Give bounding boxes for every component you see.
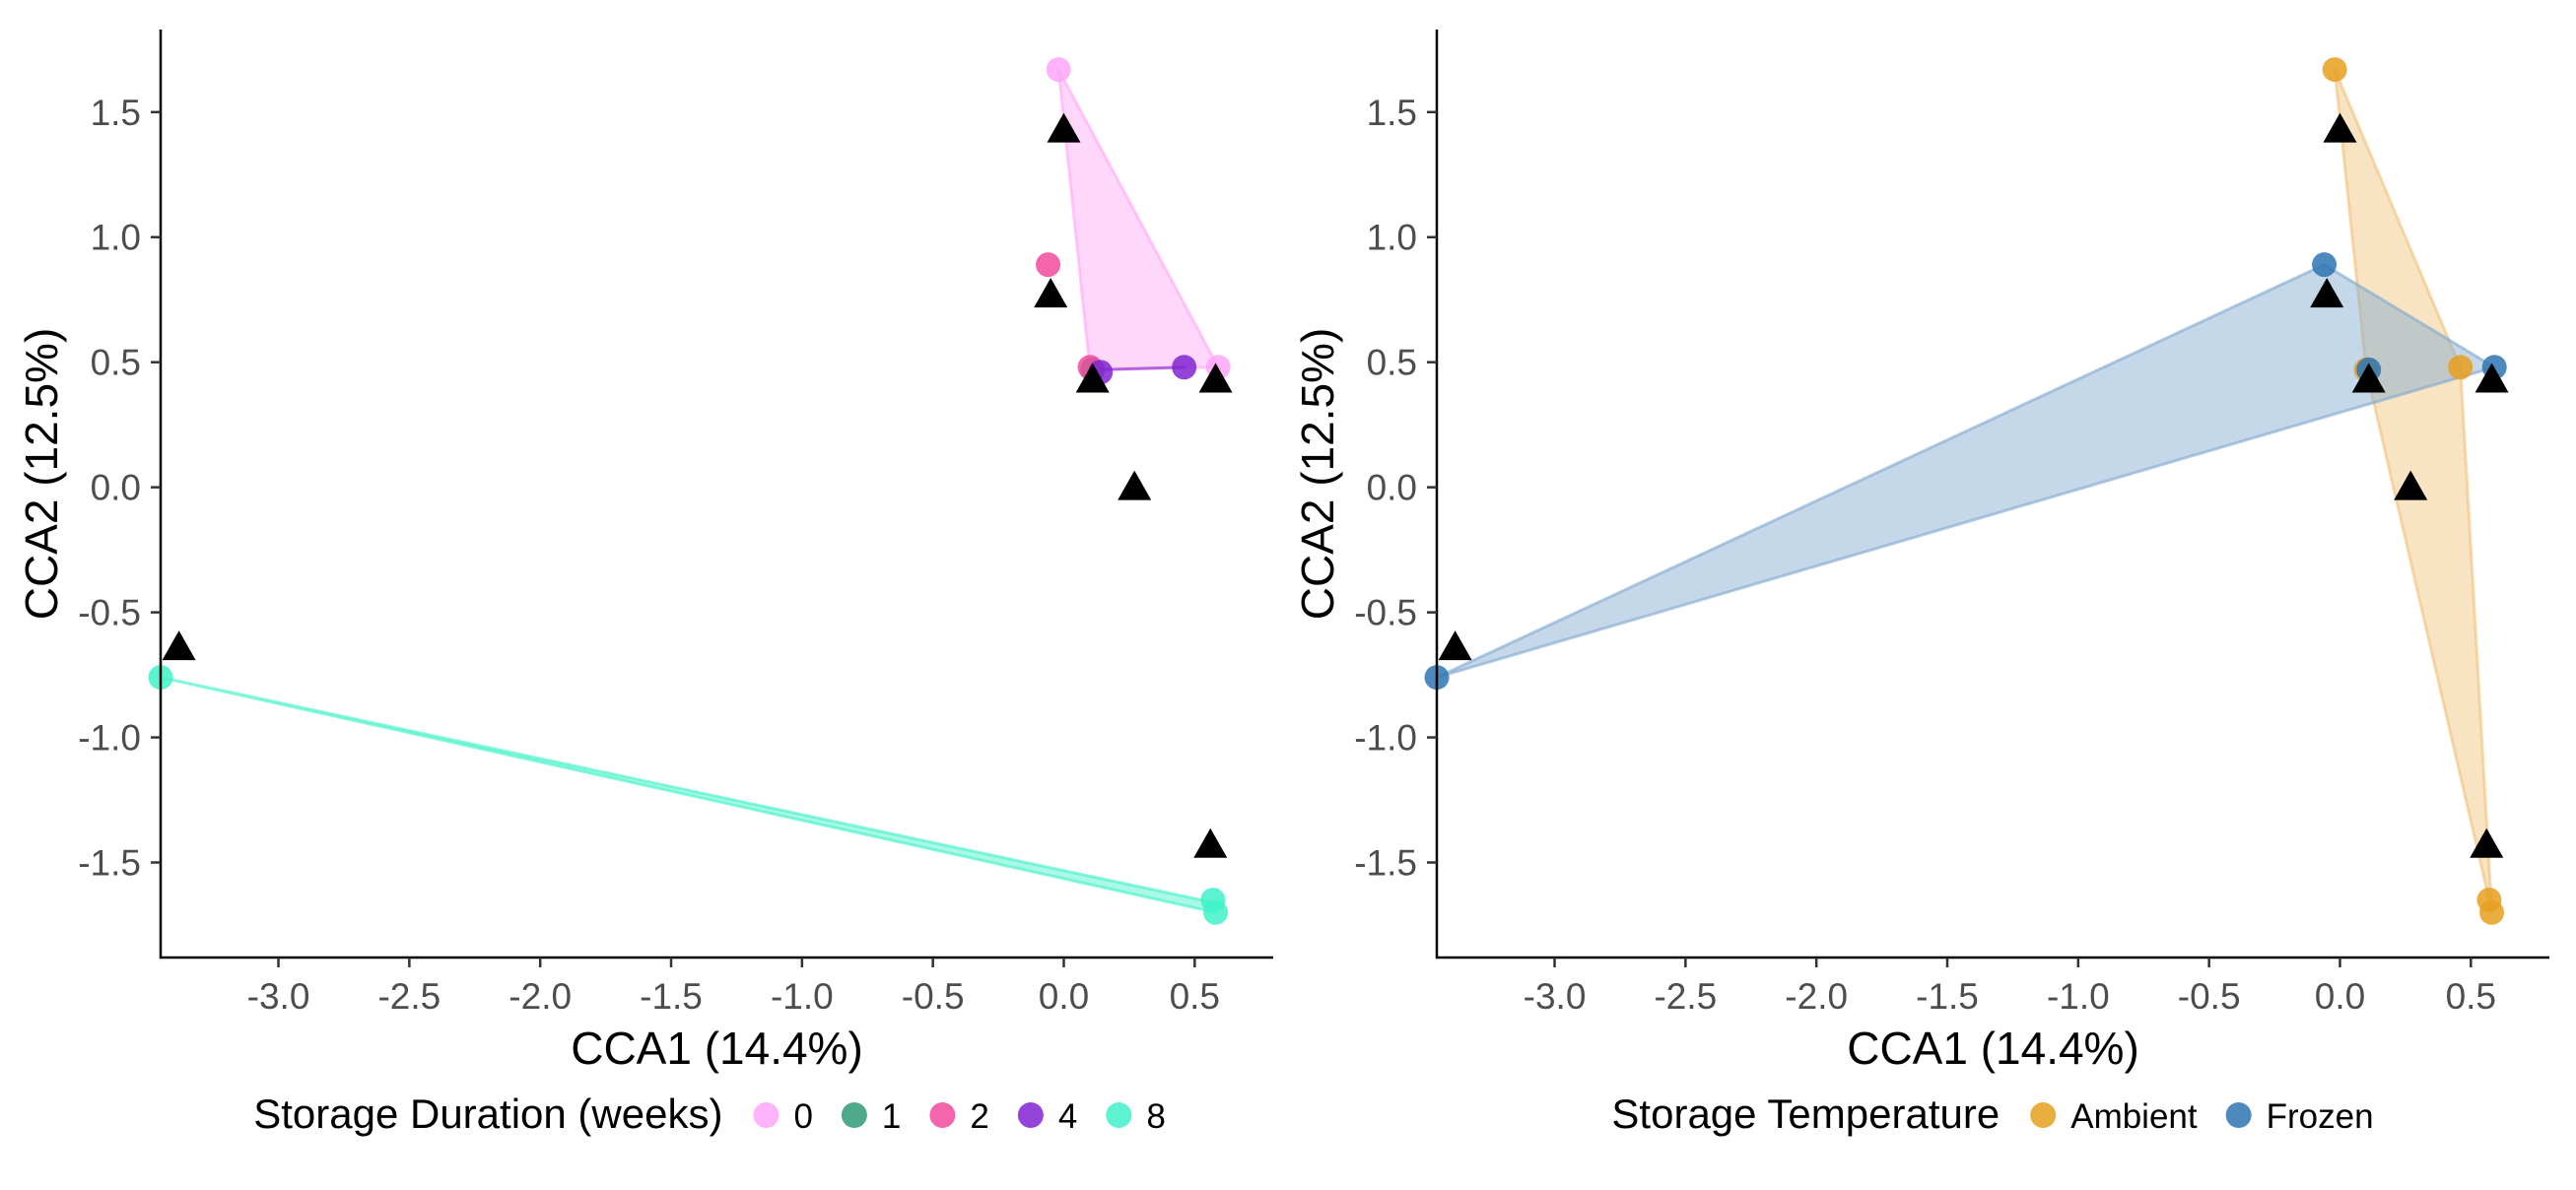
triangle-marker-5	[1118, 470, 1152, 500]
triangle-marker-4	[2474, 363, 2509, 393]
y-axis-title: CCA2 (12.5%)	[1292, 328, 1343, 621]
x-tick-label: -1.5	[640, 976, 703, 1017]
x-tick-label: -0.5	[902, 976, 965, 1017]
x-tick-label: -2.0	[1785, 976, 1848, 1017]
triangle-marker-0	[162, 630, 196, 661]
triangle-marker-5	[2394, 470, 2428, 500]
hull-0	[1056, 68, 1220, 371]
y-tick-label: 0.0	[1367, 468, 1417, 508]
point-Frozen-1	[2312, 252, 2338, 278]
y-axis-title: CCA2 (12.5%)	[16, 328, 67, 621]
y-tick-label: -1.0	[78, 718, 141, 759]
legend-key-0	[753, 1102, 780, 1128]
point-2-0	[1036, 252, 1061, 278]
y-tick-label: -0.5	[78, 593, 141, 633]
point-Ambient-4	[2479, 899, 2505, 925]
x-tick-label: -2.5	[1654, 976, 1717, 1017]
x-axis-title: CCA1 (14.4%)	[1847, 1023, 2139, 1074]
y-tick-label: -1.5	[1354, 843, 1417, 884]
legend-label-8: 8	[1146, 1097, 1165, 1136]
x-tick-label: 0.0	[1039, 976, 1089, 1017]
triangle-marker-4	[1198, 363, 1233, 393]
legend-key-1	[841, 1102, 867, 1128]
triangle-marker-2	[1034, 278, 1068, 308]
x-axis-title: CCA1 (14.4%)	[571, 1023, 863, 1074]
y-tick-label: 1.0	[1367, 218, 1417, 258]
legend-key-4	[1017, 1102, 1044, 1128]
hull-8	[159, 676, 1218, 914]
x-tick-label: -2.0	[508, 976, 572, 1017]
legend-key-Frozen	[2225, 1102, 2252, 1128]
legend-label-Ambient: Ambient	[2070, 1097, 2198, 1136]
x-tick-label: -2.5	[377, 976, 441, 1017]
x-tick-label: 0.5	[1170, 976, 1220, 1017]
legend-key-Ambient	[2030, 1102, 2057, 1128]
point-Ambient-0	[2322, 57, 2347, 83]
y-tick-label: 1.0	[91, 218, 141, 258]
legend-label-1: 1	[882, 1097, 901, 1136]
x-tick-label: -3.0	[247, 976, 310, 1017]
y-tick-label: 0.5	[91, 343, 141, 383]
legend-label-4: 4	[1058, 1097, 1077, 1136]
point-0-0	[1046, 57, 1071, 83]
x-tick-label: -1.5	[1916, 976, 1979, 1017]
x-tick-label: -1.0	[2047, 976, 2110, 1017]
triangle-marker-6	[1193, 827, 1228, 858]
triangle-marker-0	[1438, 630, 1472, 661]
triangle-marker-3	[2351, 363, 2386, 393]
legend-title: Storage Temperature	[1611, 1091, 2000, 1137]
legend-key-2	[929, 1102, 956, 1128]
point-8-2	[1203, 899, 1229, 925]
triangle-marker-3	[1075, 363, 1110, 393]
y-tick-label: -0.5	[1354, 593, 1417, 633]
hull-Frozen	[1435, 263, 2496, 680]
legend-label-Frozen: Frozen	[2267, 1097, 2374, 1136]
point-Ambient-2	[2448, 355, 2474, 380]
panel-storage-duration: -3.0 -2.5 -2.0 -1.5 -1.0 -0.5 0.0 0.5 -1.5 -1.0 -0…	[16, 30, 1273, 1137]
x-tick-label: -0.5	[2178, 976, 2241, 1017]
legend: Storage Duration (weeks) 0 1 2 4 8	[253, 1091, 1166, 1137]
x-tick-label: 0.0	[2315, 976, 2365, 1017]
y-tick-label: 0.0	[91, 468, 141, 508]
x-tick-label: 0.5	[2446, 976, 2496, 1017]
x-tick-label: -3.0	[1524, 976, 1587, 1017]
y-tick-label: 0.5	[1367, 343, 1417, 383]
axis-lines	[1435, 30, 2549, 959]
triangle-marker-2	[2310, 278, 2344, 308]
panel-storage-temperature: -3.0 -2.5 -2.0 -1.5 -1.0 -0.5 0.0 0.5 -1.5 -1.0 -0…	[1292, 30, 2549, 1137]
legend-key-8	[1106, 1102, 1132, 1128]
y-tick-label: -1.0	[1354, 718, 1417, 759]
legend: Storage Temperature Ambient Frozen	[1611, 1091, 2373, 1137]
axis-lines	[159, 30, 1273, 959]
y-tick-label: -1.5	[78, 843, 141, 884]
legend-label-2: 2	[970, 1097, 988, 1136]
x-tick-label: -1.0	[771, 976, 834, 1017]
point-4-1	[1172, 355, 1197, 380]
legend-label-0: 0	[793, 1097, 812, 1136]
triangle-marker-1	[2323, 112, 2357, 143]
triangle-marker-6	[2470, 827, 2504, 858]
y-tick-label: 1.5	[1367, 93, 1417, 133]
legend-title: Storage Duration (weeks)	[253, 1091, 722, 1137]
y-tick-label: 1.5	[91, 93, 141, 133]
triangle-marker-1	[1047, 112, 1081, 143]
